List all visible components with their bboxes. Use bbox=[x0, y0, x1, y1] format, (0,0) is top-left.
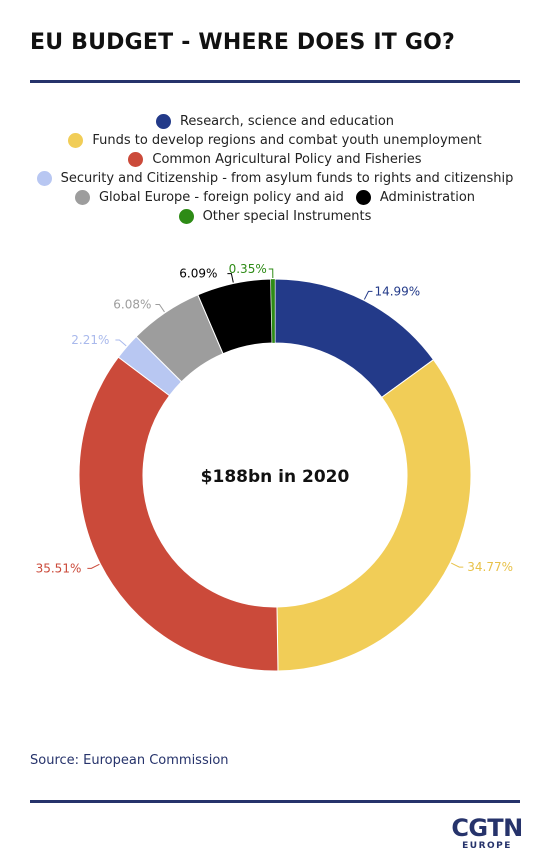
source-note: Source: European Commission bbox=[30, 753, 229, 768]
legend-swatch bbox=[178, 209, 194, 224]
label-leader-line bbox=[155, 303, 165, 313]
legend-swatch bbox=[74, 190, 90, 205]
legend-row: Common Agricultural Policy and Fisheries bbox=[0, 150, 550, 169]
logo-sub-text: EUROPE bbox=[462, 841, 512, 851]
slice-value-label: 14.99% bbox=[374, 284, 420, 298]
logo-main-text: CGTN bbox=[451, 814, 523, 842]
top-divider bbox=[30, 80, 520, 83]
legend-row: Security and Citizenship - from asylum f… bbox=[0, 169, 550, 188]
donut-slice bbox=[276, 358, 472, 672]
slice-value-label: 6.08% bbox=[113, 297, 151, 311]
legend-item: Common Agricultural Policy and Fisheries bbox=[128, 152, 422, 167]
donut-slice bbox=[270, 278, 276, 344]
legend-label: Global Europe - foreign policy and aid bbox=[98, 190, 344, 205]
label-leader-line bbox=[115, 339, 127, 347]
bottom-divider bbox=[30, 800, 520, 803]
slice-value-label: 35.51% bbox=[36, 561, 82, 575]
legend-label: Other special Instruments bbox=[202, 209, 372, 224]
legend-row: Other special Instruments bbox=[0, 207, 550, 226]
legend-swatch bbox=[155, 114, 171, 129]
donut-slice bbox=[78, 356, 279, 672]
slice-value-label: 6.09% bbox=[179, 267, 217, 281]
legend-item: Global Europe - foreign policy and aid bbox=[74, 190, 344, 205]
legend-label: Common Agricultural Policy and Fisheries bbox=[152, 152, 422, 167]
legend-label: Administration bbox=[379, 190, 476, 205]
legend-swatch bbox=[36, 171, 52, 186]
label-leader-line bbox=[451, 562, 464, 568]
legend-item: Administration bbox=[355, 190, 476, 205]
chart-legend: Research, science and education Funds to … bbox=[0, 112, 550, 226]
donut-chart: 14.99% 34.77% 35.51% 2.21% 6.08% 6.09% 0.35% $1… bbox=[36, 262, 513, 672]
legend-item: Research, science and education bbox=[155, 114, 395, 129]
legend-row: Research, science and education bbox=[0, 112, 550, 131]
slice-value-label: 2.21% bbox=[71, 333, 109, 347]
legend-swatch bbox=[355, 190, 371, 205]
legend-item: Funds to develop regions and combat yout… bbox=[68, 133, 482, 148]
legend-swatch bbox=[68, 133, 84, 148]
label-leader-line bbox=[227, 273, 234, 283]
slice-value-label: 34.77% bbox=[467, 560, 513, 574]
legend-row: Funds to develop regions and combat yout… bbox=[0, 131, 550, 150]
label-leader-line bbox=[363, 290, 373, 300]
chart-title: EU BUDGET - WHERE DOES IT GO? bbox=[30, 30, 455, 55]
legend-label: Funds to develop regions and combat yout… bbox=[92, 133, 482, 148]
legend-swatch bbox=[128, 152, 144, 167]
legend-label: Security and Citizenship - from asylum f… bbox=[60, 171, 514, 186]
legend-item: Other special Instruments bbox=[178, 209, 372, 224]
label-leader-line bbox=[87, 563, 100, 569]
legend-item: Security and Citizenship - from asylum f… bbox=[36, 171, 514, 186]
legend-label: Research, science and education bbox=[179, 114, 395, 129]
donut-center-label: $188bn in 2020 bbox=[201, 467, 350, 487]
label-leader-line bbox=[268, 268, 274, 279]
legend-row: Global Europe - foreign policy and aid Ad… bbox=[0, 188, 550, 207]
slice-value-label: 0.35% bbox=[229, 262, 267, 276]
cgtn-europe-logo: CGTN EUROPE bbox=[448, 815, 526, 851]
